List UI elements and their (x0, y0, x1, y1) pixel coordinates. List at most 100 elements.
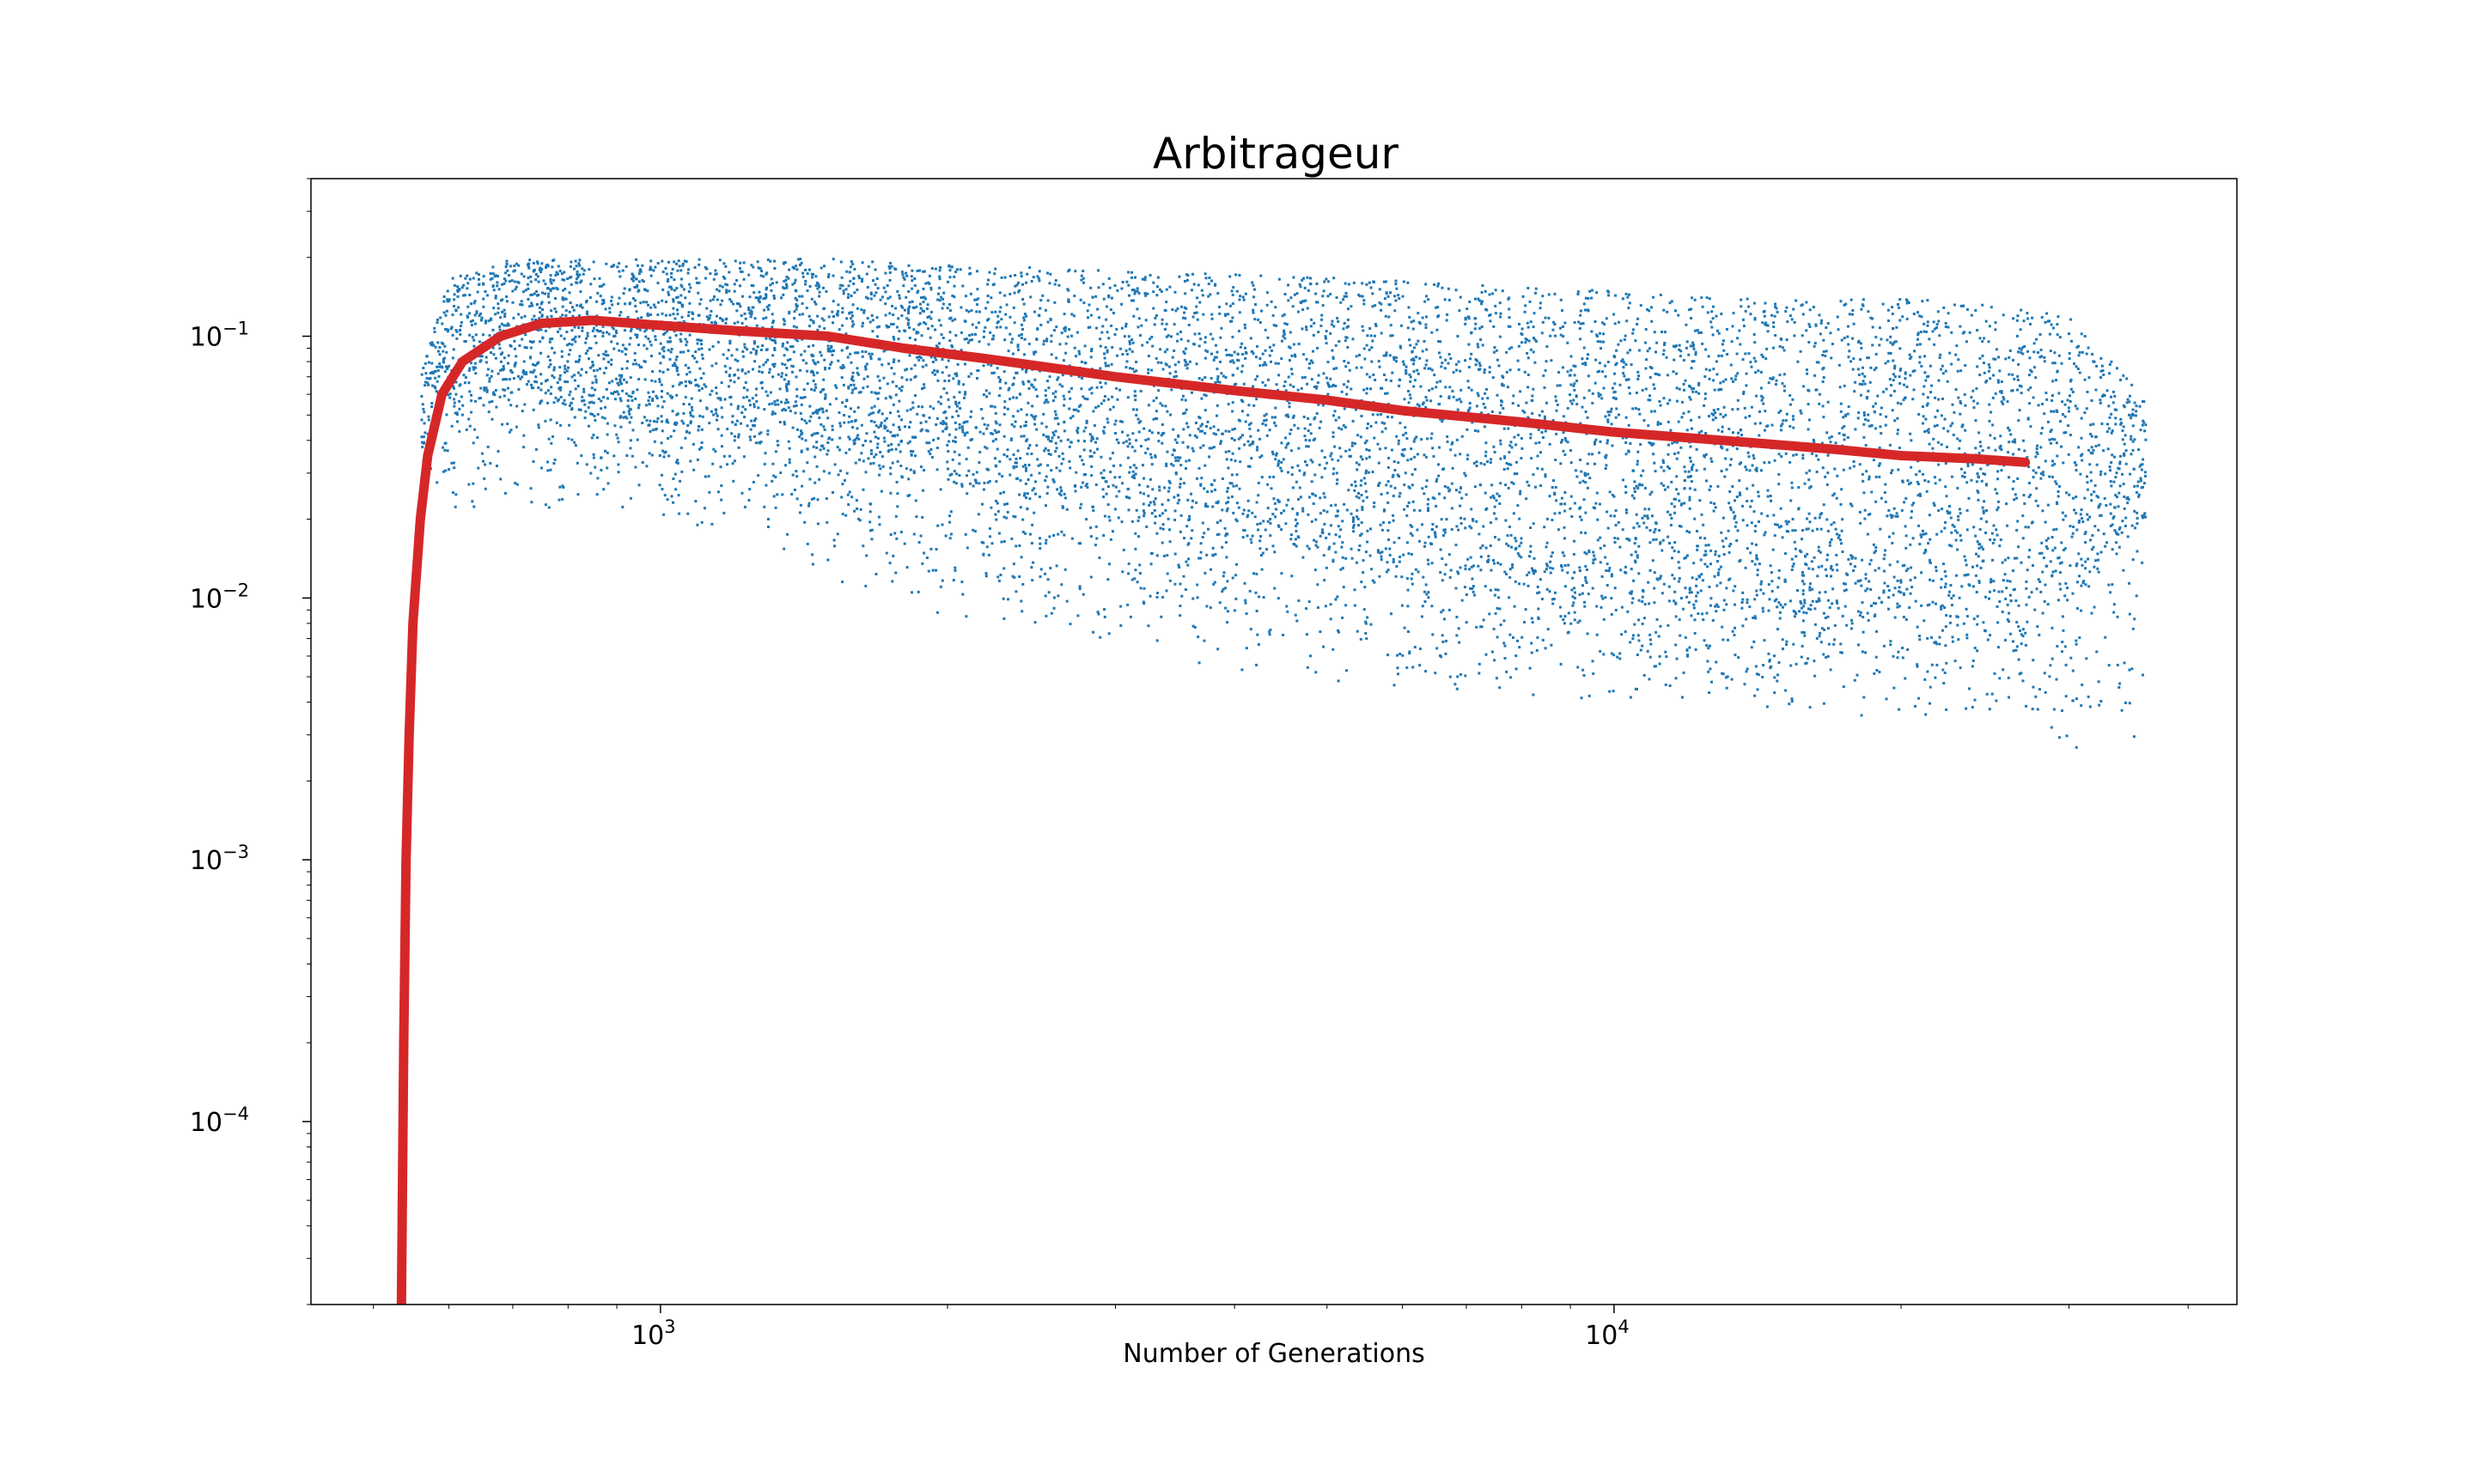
scatter-point (919, 465, 923, 469)
scatter-point (1173, 496, 1176, 499)
scatter-point (802, 470, 806, 473)
scatter-point (1936, 409, 1940, 412)
scatter-point (1633, 487, 1636, 490)
scatter-point (1127, 508, 1130, 512)
scatter-point (1596, 370, 1600, 374)
scatter-point (746, 370, 750, 374)
scatter-point (849, 279, 852, 283)
scatter-point (2077, 446, 2081, 449)
scatter-point (1469, 357, 1472, 361)
scatter-point (841, 311, 844, 314)
scatter-point (1014, 284, 1017, 288)
scatter-point (1704, 544, 1708, 547)
scatter-point (716, 397, 720, 400)
scatter-point (958, 391, 961, 394)
scatter-point (1007, 598, 1009, 601)
scatter-point (1540, 431, 1544, 435)
scatter-point (888, 267, 892, 271)
scatter-point (1354, 480, 1357, 484)
scatter-point (801, 484, 804, 488)
scatter-point (515, 285, 518, 289)
scatter-point (1059, 493, 1063, 496)
scatter-point (1203, 272, 1207, 276)
scatter-point (1648, 398, 1652, 402)
scatter-point (1896, 401, 1899, 404)
scatter-point (1594, 438, 1598, 441)
scatter-point (638, 328, 642, 331)
scatter-point (667, 260, 670, 264)
scatter-point (667, 368, 670, 371)
scatter-point (1768, 461, 1771, 464)
scatter-point (1283, 293, 1287, 295)
scatter-point (763, 408, 766, 411)
scatter-point (523, 314, 527, 318)
scatter-point (1412, 508, 1416, 512)
scatter-point (1661, 592, 1664, 595)
scatter-point (935, 423, 938, 426)
scatter-point (839, 469, 842, 472)
scatter-point (1287, 471, 1289, 474)
scatter-point (540, 466, 543, 470)
scatter-point (1572, 364, 1575, 368)
scatter-point (1824, 475, 1827, 478)
scatter-point (753, 423, 756, 427)
scatter-point (2142, 482, 2146, 485)
scatter-point (1191, 272, 1194, 276)
scatter-point (592, 401, 595, 404)
scatter-point (1356, 561, 1358, 564)
scatter-point (2087, 376, 2091, 380)
scatter-point (1555, 399, 1558, 403)
scatter-point (791, 473, 795, 477)
scatter-point (1013, 575, 1016, 579)
scatter-point (2040, 551, 2044, 555)
scatter-point (1147, 437, 1150, 441)
scatter-point (1979, 566, 1983, 569)
scatter-point (841, 581, 844, 584)
scatter-point (1918, 314, 1922, 318)
scatter-point (467, 417, 471, 421)
scatter-point (1551, 328, 1555, 331)
scatter-point (1742, 325, 1746, 327)
scatter-point (851, 388, 855, 392)
scatter-point (1569, 507, 1572, 510)
scatter-point (850, 420, 853, 423)
scatter-point (2080, 609, 2083, 612)
scatter-point (1940, 607, 1943, 611)
scatter-point (1000, 318, 1003, 321)
scatter-point (1746, 598, 1749, 601)
scatter-point (1989, 634, 1991, 637)
scatter-point (2027, 556, 2031, 559)
scatter-point (806, 461, 809, 465)
scatter-point (2065, 491, 2069, 495)
scatter-point (459, 332, 462, 336)
scatter-point (527, 283, 529, 286)
scatter-point (887, 362, 891, 366)
scatter-point (719, 397, 722, 400)
scatter-point (1443, 298, 1447, 301)
scatter-point (1089, 449, 1092, 453)
scatter-point (765, 337, 768, 340)
scatter-point (1033, 511, 1036, 514)
scatter-point (1965, 633, 1969, 636)
scatter-point (1363, 586, 1367, 589)
scatter-point (822, 286, 825, 289)
scatter-point (1580, 531, 1583, 534)
scatter-point (1932, 320, 1935, 324)
scatter-point (1188, 517, 1191, 520)
scatter-point (1195, 435, 1198, 439)
scatter-point (1143, 276, 1147, 279)
scatter-point (1553, 292, 1557, 295)
scatter-point (1313, 416, 1317, 419)
scatter-point (1962, 622, 1965, 625)
scatter-point (1708, 488, 1711, 491)
scatter-point (2054, 569, 2057, 573)
scatter-point (1831, 343, 1834, 345)
scatter-point (1656, 421, 1660, 424)
scatter-point (869, 440, 873, 443)
scatter-point (1496, 393, 1499, 397)
scatter-point (918, 302, 922, 306)
scatter-point (1841, 518, 1844, 521)
scatter-point (1949, 424, 1953, 428)
scatter-point (1003, 294, 1007, 297)
scatter-point (1195, 501, 1198, 504)
